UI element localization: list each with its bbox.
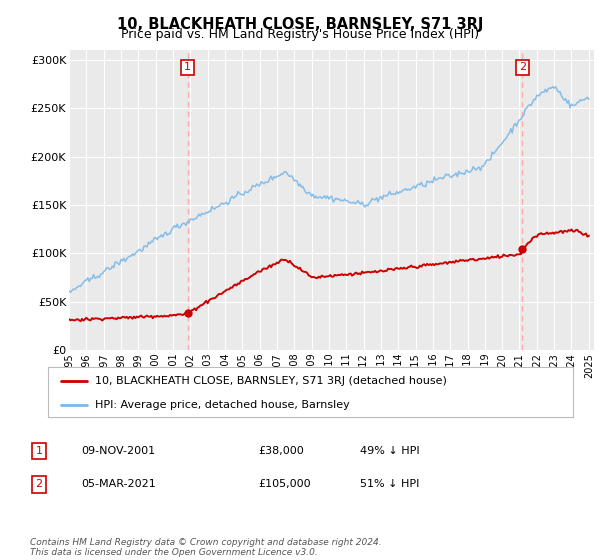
Text: 10, BLACKHEATH CLOSE, BARNSLEY, S71 3RJ (detached house): 10, BLACKHEATH CLOSE, BARNSLEY, S71 3RJ … [95,376,447,386]
Text: HPI: Average price, detached house, Barnsley: HPI: Average price, detached house, Barn… [95,400,350,409]
Text: £38,000: £38,000 [258,446,304,456]
Text: 49% ↓ HPI: 49% ↓ HPI [360,446,419,456]
Text: 09-NOV-2001: 09-NOV-2001 [81,446,155,456]
Text: 1: 1 [35,446,43,456]
Text: 05-MAR-2021: 05-MAR-2021 [81,479,156,489]
Text: 10, BLACKHEATH CLOSE, BARNSLEY, S71 3RJ: 10, BLACKHEATH CLOSE, BARNSLEY, S71 3RJ [117,17,483,32]
Text: 51% ↓ HPI: 51% ↓ HPI [360,479,419,489]
Text: 2: 2 [35,479,43,489]
Text: 1: 1 [184,62,191,72]
Text: 2: 2 [519,62,526,72]
Text: Contains HM Land Registry data © Crown copyright and database right 2024.
This d: Contains HM Land Registry data © Crown c… [30,538,382,557]
Text: £105,000: £105,000 [258,479,311,489]
Text: Price paid vs. HM Land Registry's House Price Index (HPI): Price paid vs. HM Land Registry's House … [121,28,479,41]
